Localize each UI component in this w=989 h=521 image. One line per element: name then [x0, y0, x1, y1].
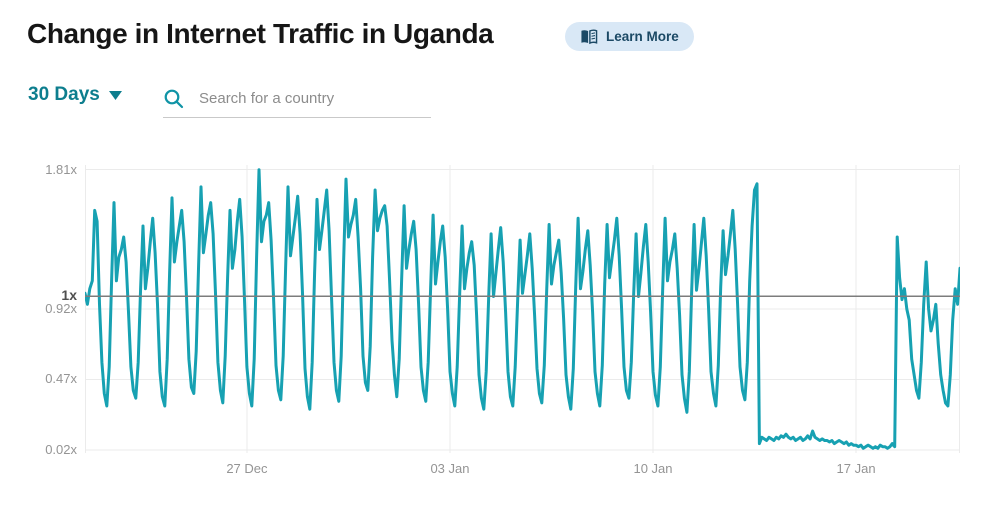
y-axis-tick-label: 1.81x	[45, 161, 77, 177]
traffic-chart: 1.81x 0.92x 0.47x 0.02x 1x 27 Dec 03 Jan 10 Ja…	[0, 161, 989, 495]
learn-more-button[interactable]: Learn More	[565, 22, 694, 51]
x-axis-tick-label: 10 Jan	[633, 461, 673, 476]
y-axis-labels: 1.81x 0.92x 0.47x 0.02x 1x	[0, 161, 77, 457]
book-icon	[580, 28, 598, 45]
y-axis-tick-label: 0.92x	[45, 301, 77, 316]
traffic-chart-plot	[85, 165, 960, 453]
chevron-down-icon	[108, 90, 122, 100]
search-input[interactable]	[197, 89, 431, 108]
x-axis-labels: 27 Dec 03 Jan 10 Jan 17 Jan	[0, 165, 989, 495]
search-icon	[163, 88, 184, 109]
y-axis-baseline-label: 1x	[61, 287, 77, 304]
learn-more-label: Learn More	[606, 29, 679, 44]
y-axis-tick-label: 0.47x	[45, 371, 77, 387]
traffic-line	[85, 168, 960, 450]
time-range-label: 30 Days	[28, 84, 100, 105]
page-title: Change in Internet Traffic in Uganda	[27, 18, 494, 49]
time-range-dropdown[interactable]: 30 Days	[28, 84, 122, 106]
x-axis-tick-label: 27 Dec	[226, 461, 268, 476]
x-axis-tick-label: 17 Jan	[836, 461, 876, 476]
search-field	[163, 80, 431, 118]
x-axis-tick-label: 03 Jan	[430, 461, 470, 476]
y-axis-tick-label: 0.02x	[45, 441, 77, 457]
